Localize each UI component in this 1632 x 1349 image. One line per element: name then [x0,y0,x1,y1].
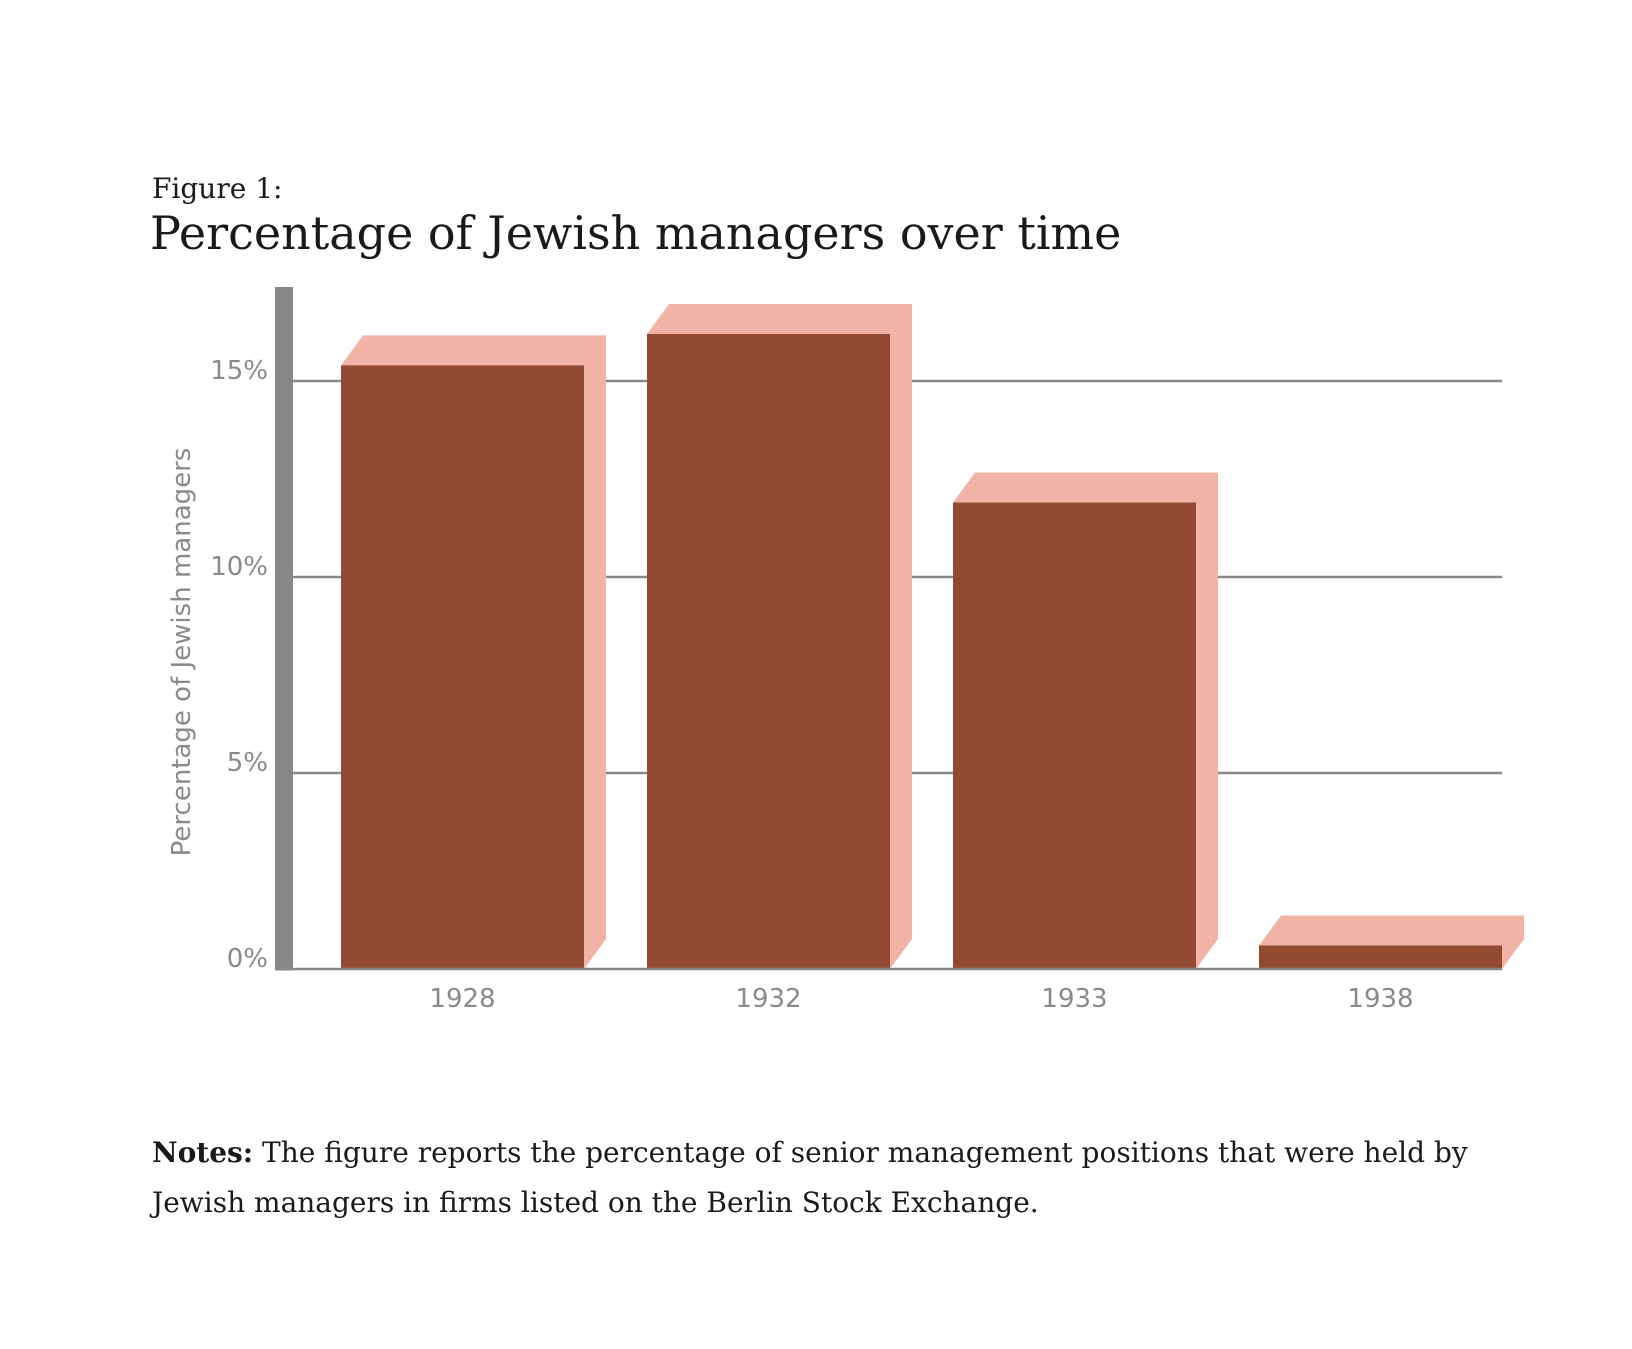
notes-label: Notes: [152,1136,254,1169]
bar-depth-1938 [1259,915,1524,969]
y-tick-label: 0% [227,944,268,974]
x-tick-label: 1933 [1041,984,1107,1014]
figure-label: Figure 1: [152,172,283,205]
notes-text: The figure reports the percentage of sen… [152,1136,1468,1219]
bar-1938 [1259,945,1502,969]
y-axis-title: Percentage of Jewish managers [167,448,197,857]
y-tick-label: 15% [210,356,268,386]
y-tick-label: 5% [227,748,268,778]
figure-title: Percentage of Jewish managers over time [150,206,1122,260]
x-tick-label: 1932 [735,984,801,1014]
x-tick-label: 1938 [1347,984,1413,1014]
y-tick-label: 10% [210,552,268,582]
figure-notes: Notes: The figure reports the percentage… [152,1128,1492,1228]
bar-1933 [953,502,1196,969]
x-tick-label: 1928 [429,984,495,1014]
bar-1928 [341,365,584,969]
y-axis-bar [275,287,293,971]
bar-1932 [647,333,890,970]
